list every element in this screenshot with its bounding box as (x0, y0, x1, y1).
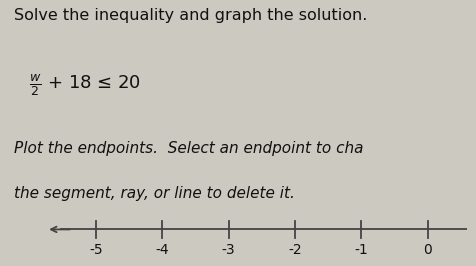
Text: -5: -5 (89, 243, 103, 257)
Text: -2: -2 (288, 243, 301, 257)
Text: the segment, ray, or line to delete it.: the segment, ray, or line to delete it. (14, 186, 295, 201)
Text: -3: -3 (221, 243, 235, 257)
Text: -1: -1 (354, 243, 367, 257)
Text: Plot the endpoints.  Select an endpoint to cha: Plot the endpoints. Select an endpoint t… (14, 141, 363, 156)
Text: $\frac{w}{2}$ + 18 ≤ 20: $\frac{w}{2}$ + 18 ≤ 20 (29, 72, 140, 98)
Text: Solve the inequality and graph the solution.: Solve the inequality and graph the solut… (14, 8, 367, 23)
Text: -4: -4 (155, 243, 169, 257)
Text: 0: 0 (422, 243, 431, 257)
